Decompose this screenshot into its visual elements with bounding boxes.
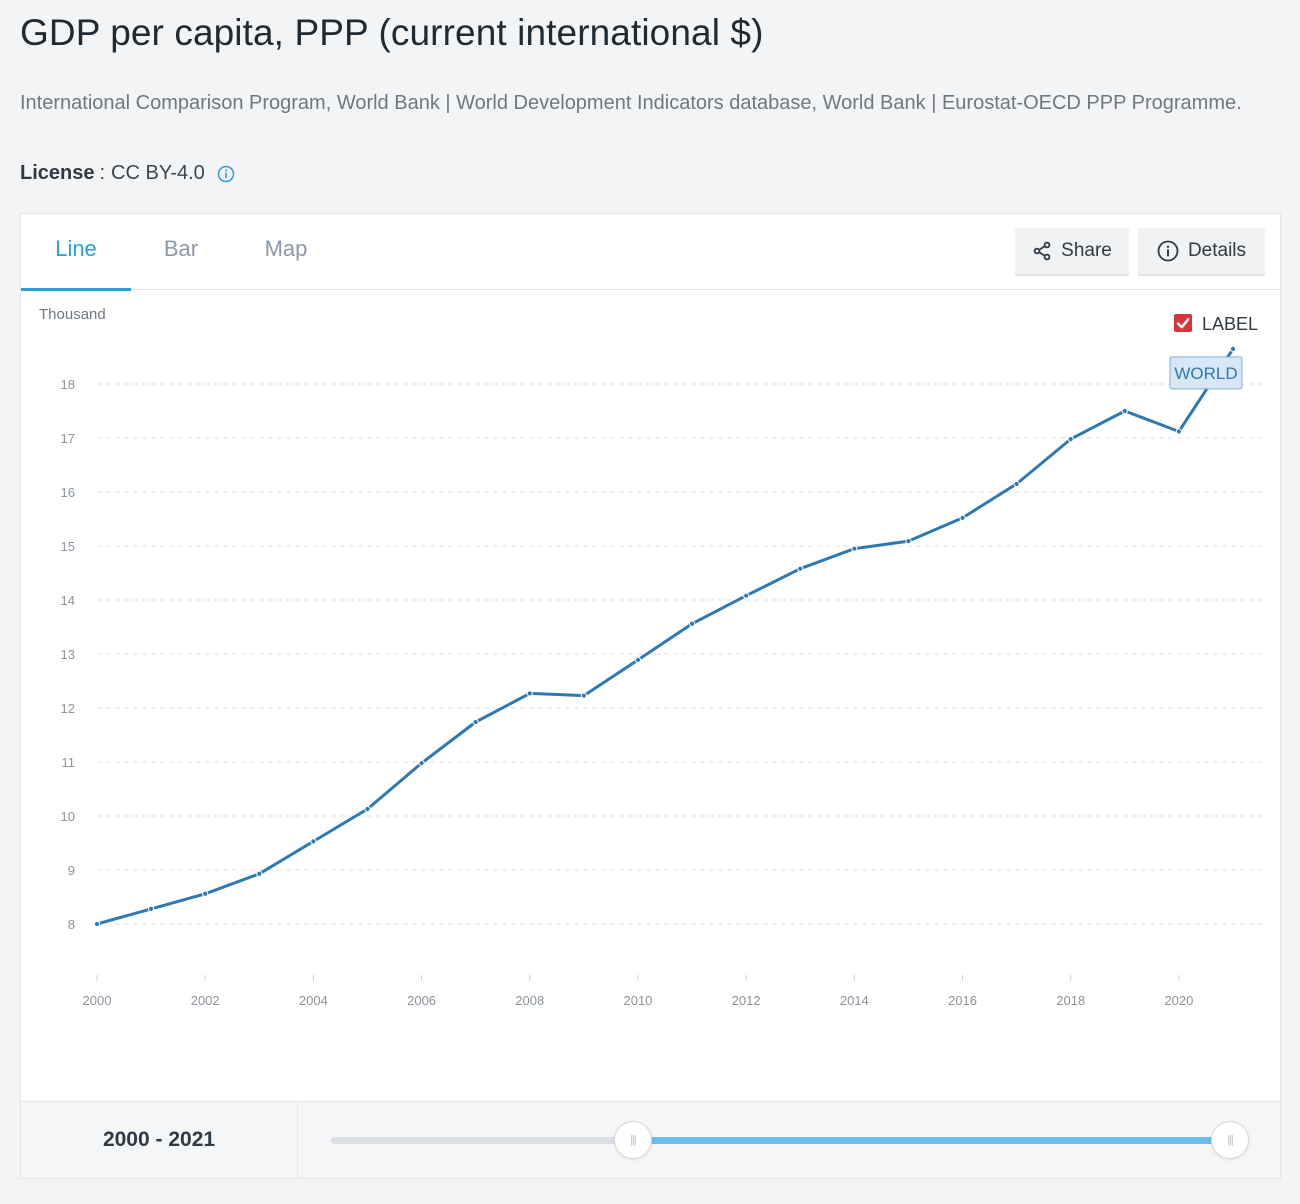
y-tick-label: 11 bbox=[62, 755, 76, 770]
data-point bbox=[418, 759, 425, 767]
y-tick-label: 15 bbox=[61, 539, 75, 554]
data-point bbox=[851, 545, 858, 552]
x-tick-label: 2000 bbox=[83, 993, 112, 1008]
data-point bbox=[310, 838, 317, 845]
data-point bbox=[634, 656, 642, 664]
time-range-footer: 2000 - 2021 ||| ||| bbox=[21, 1101, 1280, 1178]
data-point bbox=[472, 718, 479, 726]
y-tick-label: 8 bbox=[68, 917, 75, 932]
data-point bbox=[580, 692, 587, 699]
range-start: 2000 bbox=[102, 1128, 150, 1151]
y-tick-label: 12 bbox=[61, 701, 75, 716]
license-label: License bbox=[20, 162, 95, 184]
tab-line[interactable]: Line bbox=[21, 214, 131, 291]
data-point bbox=[743, 592, 750, 599]
x-tick-label: 2012 bbox=[732, 993, 761, 1008]
label-checkbox-text[interactable]: LABEL bbox=[1202, 314, 1258, 334]
data-point bbox=[364, 805, 371, 813]
details-label: Details bbox=[1187, 240, 1247, 261]
x-tick-label: 2016 bbox=[948, 993, 977, 1008]
y-tick-label: 18 bbox=[61, 377, 75, 392]
x-tick-label: 2018 bbox=[1056, 993, 1085, 1008]
tab-bar[interactable]: Bar bbox=[163, 236, 199, 261]
share-label: Share bbox=[1061, 240, 1112, 261]
share-icon bbox=[1033, 241, 1051, 261]
series-label-box bbox=[1169, 356, 1243, 390]
y-tick-label: 17 bbox=[61, 431, 75, 446]
data-point bbox=[797, 565, 804, 572]
line-chart: Thousand 8 9 10 11 12 13 14 15 16 17 18 2000 2002 2004… bbox=[39, 306, 1264, 1008]
data-point bbox=[1229, 345, 1237, 353]
x-tick-label: 2020 bbox=[1164, 993, 1193, 1008]
year-range-label: 2000 - 2021 bbox=[21, 1102, 298, 1178]
data-point bbox=[1175, 428, 1183, 435]
y-tick-label: 16 bbox=[61, 485, 75, 500]
label-checkbox[interactable] bbox=[1174, 314, 1192, 332]
data-point bbox=[1121, 407, 1128, 415]
y-tick-label: 10 bbox=[61, 809, 75, 824]
share-button[interactable]: Share bbox=[1015, 228, 1129, 276]
chart-card: Line Bar Map Share Details Thousand 8 9 10 1… bbox=[20, 213, 1281, 1179]
x-tick-label: 2004 bbox=[299, 993, 328, 1008]
details-button[interactable]: Details bbox=[1138, 228, 1265, 276]
year-slider-start-handle[interactable]: ||| bbox=[614, 1121, 652, 1159]
data-point bbox=[1067, 435, 1074, 443]
x-tick-label: 2010 bbox=[623, 993, 652, 1008]
range-separator: - bbox=[155, 1128, 163, 1151]
x-tick-label: 2006 bbox=[407, 993, 436, 1008]
data-point bbox=[147, 905, 155, 912]
data-point bbox=[202, 890, 209, 897]
tab-map[interactable]: Map bbox=[264, 236, 308, 261]
series-label-world: WORLD bbox=[1174, 364, 1237, 383]
series-line-world bbox=[95, 347, 1235, 926]
year-slider-end-handle[interactable]: ||| bbox=[1211, 1121, 1249, 1159]
data-point bbox=[905, 538, 912, 545]
year-slider-fill bbox=[633, 1137, 1231, 1144]
y-tick-label: 9 bbox=[68, 863, 75, 878]
x-tick-label: 2008 bbox=[515, 993, 544, 1008]
data-point bbox=[93, 920, 101, 928]
data-point bbox=[1013, 480, 1020, 487]
license-row: License : CC BY-4.0 bbox=[20, 162, 235, 185]
license-separator: : bbox=[99, 162, 106, 184]
chart-tabs: Line Bar Map Share Details bbox=[21, 214, 1280, 291]
data-point bbox=[959, 514, 966, 522]
data-point bbox=[688, 620, 696, 627]
y-tick-label: 14 bbox=[61, 593, 75, 608]
x-tick-label: 2002 bbox=[191, 993, 220, 1008]
range-end: 2021 bbox=[168, 1128, 216, 1151]
chart-area: Thousand 8 9 10 11 12 13 14 15 16 17 18 2000 2002 2004… bbox=[21, 291, 1280, 1101]
page-title: GDP per capita, PPP (current internation… bbox=[20, 12, 764, 53]
checkmark-icon bbox=[1176, 318, 1190, 329]
x-tick-label: 2014 bbox=[840, 993, 869, 1008]
info-icon[interactable] bbox=[217, 165, 235, 183]
y-axis-unit-label: Thousand bbox=[39, 306, 106, 323]
data-point bbox=[256, 870, 263, 877]
source-text: International Comparison Program, World … bbox=[20, 92, 1242, 114]
y-tick-label: 13 bbox=[61, 647, 75, 662]
info-circle-icon bbox=[1157, 240, 1179, 262]
data-point bbox=[526, 690, 533, 697]
license-value: CC BY-4.0 bbox=[111, 162, 205, 184]
